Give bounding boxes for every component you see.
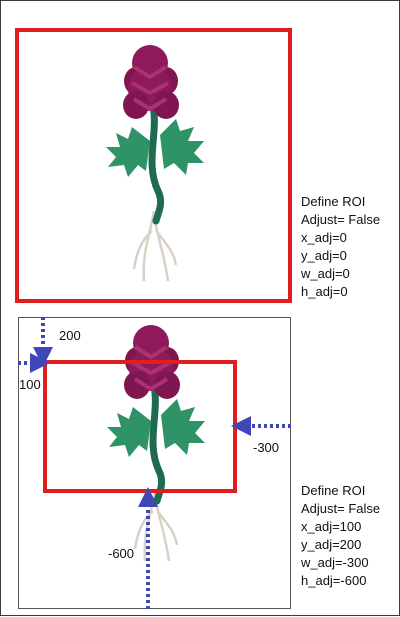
x-adj-label: 100 (19, 377, 41, 392)
info-line: Define ROI (301, 483, 366, 498)
info-line: h_adj=0 (301, 284, 348, 299)
info-line: x_adj=100 (301, 519, 362, 534)
info-line: y_adj=200 (301, 537, 362, 552)
info-line: Define ROI (301, 194, 366, 209)
info-line: Adjust= False (301, 212, 381, 227)
roi-full-frame (15, 28, 292, 303)
h-adj-label: -600 (108, 546, 135, 561)
info-line: w_adj=0 (301, 266, 350, 281)
info-line: y_adj=0 (301, 248, 347, 263)
w-adj-label: -300 (253, 440, 280, 455)
info-line: w_adj=-300 (301, 555, 369, 570)
roi-params-bottom: Define ROI Adjust= False x_adj=100 y_adj… (301, 482, 380, 590)
roi-params-top: Define ROI Adjust= False x_adj=0 y_adj=0… (301, 193, 380, 301)
image-frame (18, 317, 291, 609)
info-line: h_adj=-600 (301, 573, 367, 588)
info-line: Adjust= False (301, 501, 381, 516)
info-line: x_adj=0 (301, 230, 347, 245)
y-adj-label: 200 (59, 328, 81, 343)
